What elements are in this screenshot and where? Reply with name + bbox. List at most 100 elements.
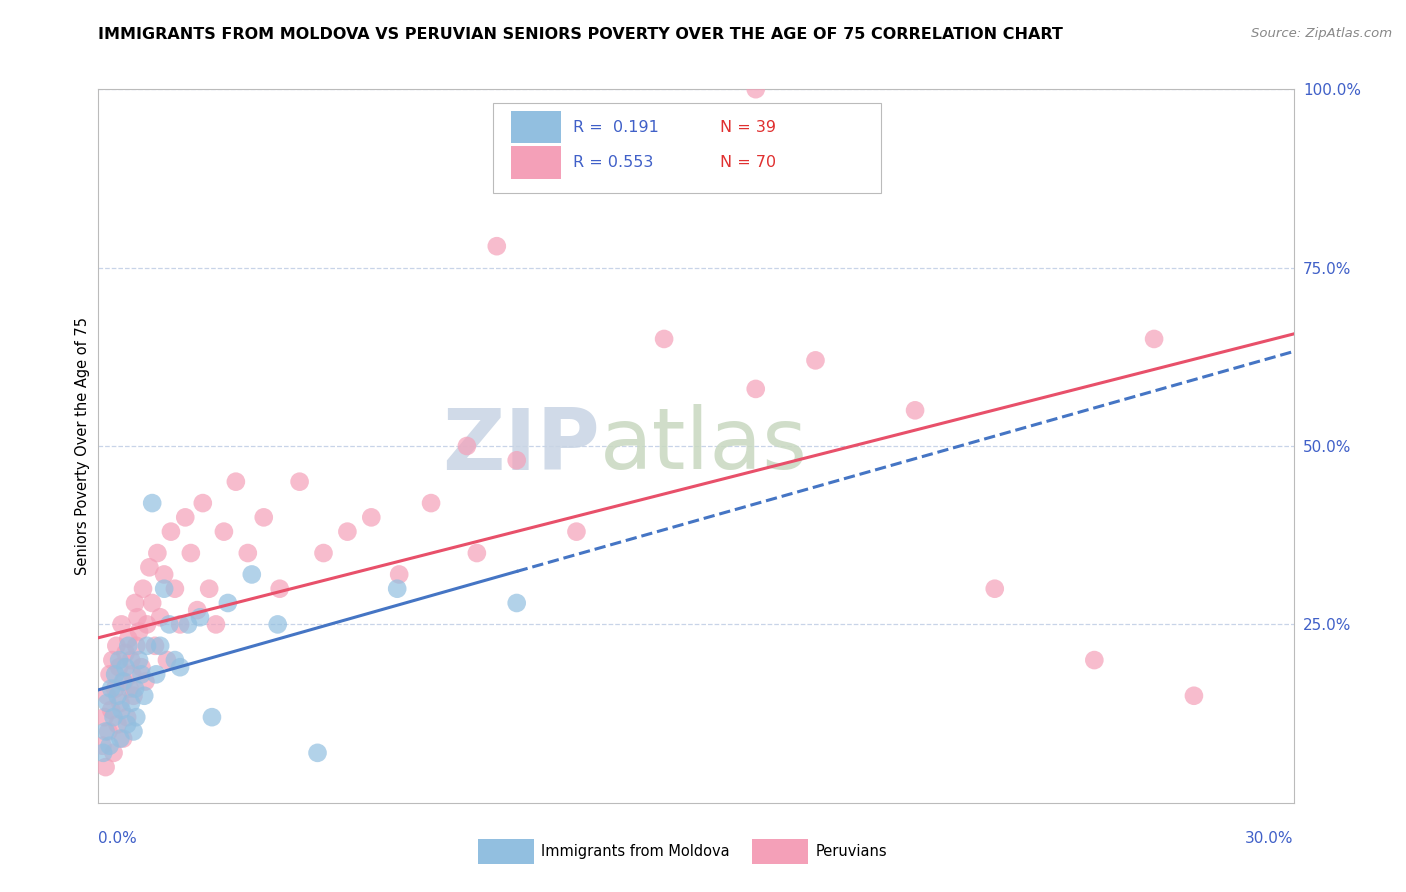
Point — [146, 546, 169, 560]
Point — [385, 582, 409, 596]
Point — [114, 660, 136, 674]
Point — [149, 610, 172, 624]
Point — [122, 724, 145, 739]
Point — [745, 382, 768, 396]
Text: ZIP: ZIP — [443, 404, 600, 488]
Point — [169, 660, 191, 674]
Point — [160, 524, 183, 539]
Point — [141, 496, 163, 510]
Point — [120, 653, 142, 667]
Point — [98, 667, 121, 681]
Point — [107, 717, 129, 731]
Point — [128, 653, 150, 667]
Point — [120, 696, 142, 710]
Point — [131, 660, 153, 674]
Point — [94, 724, 117, 739]
FancyBboxPatch shape — [494, 103, 882, 193]
Point — [420, 496, 443, 510]
Point — [131, 667, 153, 681]
Point — [103, 710, 125, 724]
Point — [134, 689, 156, 703]
Point — [143, 639, 166, 653]
Point — [225, 475, 247, 489]
Point — [110, 696, 132, 710]
Point — [108, 653, 131, 667]
Text: Source: ZipAtlas.com: Source: ZipAtlas.com — [1251, 27, 1392, 40]
FancyBboxPatch shape — [510, 146, 561, 179]
Point — [157, 617, 180, 632]
Point — [96, 696, 118, 710]
Point — [180, 546, 202, 560]
Point — [288, 475, 311, 489]
Point — [186, 603, 208, 617]
Text: atlas: atlas — [600, 404, 808, 488]
Point — [128, 624, 150, 639]
Point — [188, 610, 211, 624]
Point — [236, 546, 259, 560]
Point — [138, 560, 160, 574]
Text: Peruvians: Peruvians — [815, 845, 887, 859]
Point — [177, 617, 200, 632]
Point — [169, 617, 191, 632]
Point — [240, 567, 263, 582]
Text: 30.0%: 30.0% — [1246, 831, 1294, 847]
Point — [1083, 653, 1105, 667]
Point — [174, 510, 197, 524]
Point — [336, 524, 359, 539]
Point — [101, 653, 124, 667]
Point — [125, 710, 148, 724]
Point — [122, 689, 145, 703]
Point — [136, 617, 159, 632]
Text: R =  0.191: R = 0.191 — [572, 120, 659, 135]
Point — [145, 667, 167, 681]
Point — [485, 239, 508, 253]
Point — [107, 689, 129, 703]
Text: R = 0.553: R = 0.553 — [572, 155, 654, 170]
Point — [93, 710, 115, 724]
Point — [984, 582, 1007, 596]
Point — [110, 617, 132, 632]
Point — [112, 731, 135, 746]
Point — [115, 717, 138, 731]
Point — [98, 739, 121, 753]
Point — [153, 582, 176, 596]
Point — [112, 674, 135, 689]
Point — [388, 567, 411, 582]
Point — [97, 724, 120, 739]
Point — [103, 746, 125, 760]
Point — [205, 617, 228, 632]
Point — [307, 746, 329, 760]
Point — [127, 610, 149, 624]
Point — [217, 596, 239, 610]
Point — [198, 582, 221, 596]
FancyBboxPatch shape — [510, 111, 561, 144]
Point — [360, 510, 382, 524]
Text: IMMIGRANTS FROM MOLDOVA VS PERUVIAN SENIORS POVERTY OVER THE AGE OF 75 CORRELATI: IMMIGRANTS FROM MOLDOVA VS PERUVIAN SENI… — [98, 27, 1063, 42]
Point — [124, 596, 146, 610]
Point — [104, 667, 127, 681]
Point — [136, 639, 159, 653]
Point — [745, 82, 768, 96]
Point — [652, 332, 675, 346]
Point — [125, 639, 148, 653]
Point — [212, 524, 235, 539]
Point — [456, 439, 478, 453]
Point — [100, 703, 122, 717]
Point — [163, 582, 186, 596]
Point — [118, 681, 141, 696]
Point — [112, 674, 135, 689]
Point — [267, 617, 290, 632]
Point — [156, 653, 179, 667]
Point — [134, 674, 156, 689]
Text: N = 39: N = 39 — [720, 120, 776, 135]
Point — [253, 510, 276, 524]
Point — [100, 681, 122, 696]
Point — [153, 567, 176, 582]
Text: 0.0%: 0.0% — [98, 831, 138, 847]
Point — [201, 710, 224, 724]
Point — [1182, 689, 1205, 703]
Point — [124, 681, 146, 696]
Point — [117, 632, 139, 646]
Point — [96, 689, 118, 703]
Point — [91, 739, 114, 753]
